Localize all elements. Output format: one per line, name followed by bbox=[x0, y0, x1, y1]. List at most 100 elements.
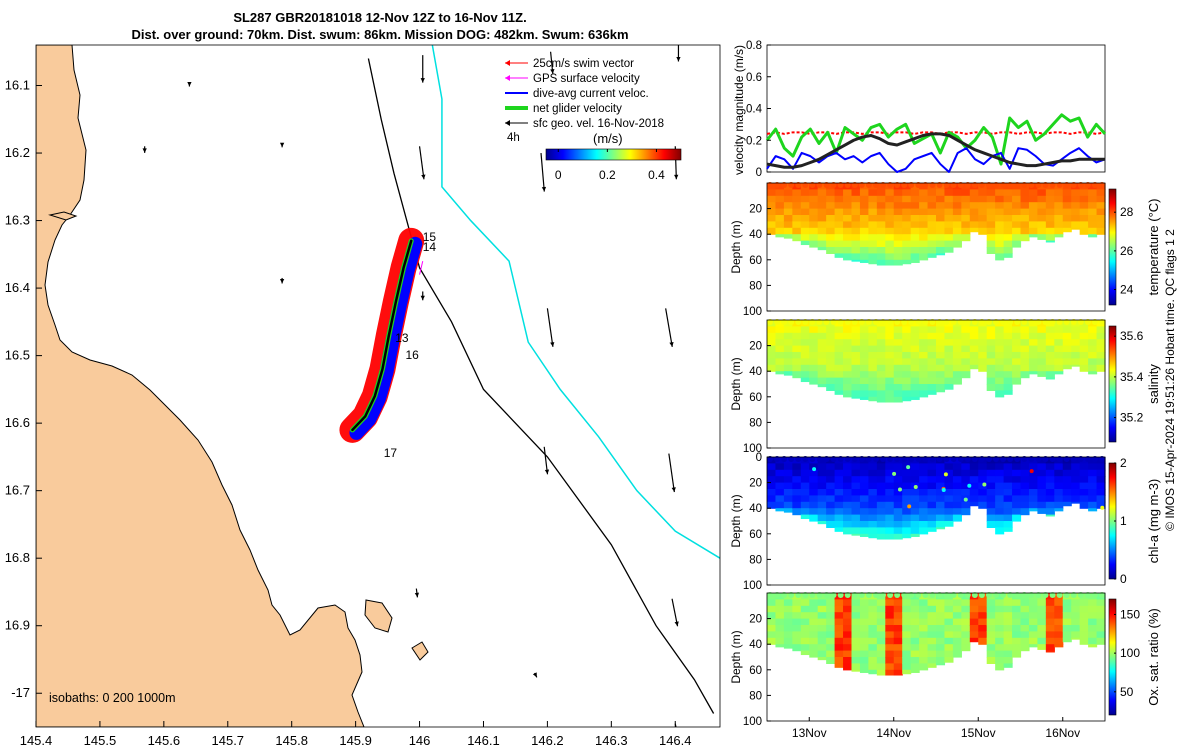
section-cell bbox=[1079, 618, 1089, 626]
profile-top bbox=[767, 592, 773, 598]
section-cell bbox=[1062, 599, 1072, 607]
profile-top bbox=[978, 456, 985, 462]
section-cell bbox=[969, 326, 979, 334]
map-y-tick-label: 16.1 bbox=[5, 78, 30, 93]
section-cell bbox=[800, 508, 810, 516]
profile-top bbox=[865, 456, 872, 462]
map-x-tick-label: 146 bbox=[409, 733, 431, 748]
section-cell bbox=[843, 240, 853, 248]
section-cell bbox=[817, 332, 827, 340]
section-cell bbox=[969, 221, 979, 229]
section-cell bbox=[936, 240, 946, 248]
section-cell bbox=[885, 227, 895, 235]
colorbar-tick-label: 0.2 bbox=[599, 168, 616, 182]
section-cell bbox=[843, 339, 853, 347]
section-cell bbox=[767, 332, 777, 340]
section-cell bbox=[893, 384, 903, 391]
section-cell bbox=[902, 599, 912, 607]
section-cell bbox=[1012, 215, 1022, 222]
section-cell bbox=[876, 195, 886, 203]
profile-top bbox=[858, 319, 865, 325]
section-cell bbox=[1071, 345, 1081, 353]
profile-top bbox=[964, 319, 971, 325]
section-cell bbox=[927, 618, 937, 626]
section-cell bbox=[775, 234, 785, 238]
section-cell bbox=[995, 345, 1005, 353]
section-cell bbox=[885, 508, 895, 516]
section-cell bbox=[910, 259, 920, 263]
section-cell bbox=[1079, 593, 1089, 600]
section-cell bbox=[902, 508, 912, 516]
section-cell bbox=[1020, 618, 1030, 626]
section-cell bbox=[809, 189, 819, 197]
section-cell bbox=[936, 202, 946, 210]
section-cell bbox=[800, 215, 810, 222]
section-cell bbox=[817, 469, 827, 477]
section-cell bbox=[859, 657, 869, 664]
section-cell bbox=[995, 463, 1005, 471]
section-cell bbox=[978, 339, 988, 347]
section-cell bbox=[910, 612, 920, 620]
section-cell bbox=[893, 234, 903, 242]
section-cell bbox=[1020, 227, 1030, 235]
section-cell bbox=[927, 663, 937, 668]
section-cell bbox=[961, 358, 971, 366]
section-cell bbox=[952, 195, 962, 203]
section-cell bbox=[834, 527, 844, 532]
time-x-tick-label: 15Nov bbox=[961, 726, 996, 740]
section-cell bbox=[826, 221, 836, 229]
section-cell bbox=[1020, 644, 1030, 652]
section-cell bbox=[792, 605, 802, 613]
section-cell bbox=[834, 605, 844, 613]
section-cell bbox=[1037, 320, 1047, 327]
section-cell bbox=[817, 339, 827, 347]
section-cell bbox=[952, 221, 962, 229]
section-cell bbox=[995, 189, 1005, 197]
section-cell bbox=[1028, 495, 1038, 503]
legend-net-glider-velocity: net glider velocity bbox=[533, 103, 622, 115]
section-cell bbox=[1096, 625, 1106, 632]
section-cell bbox=[800, 345, 810, 353]
section-cell bbox=[876, 202, 886, 210]
section-cell bbox=[826, 469, 836, 477]
section-cell bbox=[885, 650, 895, 658]
section-cell bbox=[986, 195, 996, 203]
section-cell bbox=[859, 605, 869, 613]
section-cell bbox=[885, 215, 895, 222]
section-cell bbox=[919, 599, 929, 607]
section-cell bbox=[826, 476, 836, 484]
section-cell bbox=[927, 612, 937, 620]
section-cell bbox=[927, 240, 937, 248]
section-cell bbox=[868, 612, 878, 620]
section-cell bbox=[1054, 208, 1064, 216]
section-cell bbox=[1096, 345, 1106, 353]
section-cell bbox=[1003, 618, 1013, 626]
profile-top bbox=[1077, 182, 1084, 188]
speed-colorbar-ticks: 0 0.2 0.4 bbox=[555, 149, 665, 182]
section-cell bbox=[834, 501, 844, 509]
section-cell bbox=[859, 625, 869, 632]
section-cell bbox=[826, 501, 836, 509]
section-cell bbox=[826, 631, 836, 639]
section-cell bbox=[876, 253, 886, 261]
section-cell bbox=[927, 234, 937, 242]
section-cell bbox=[1079, 612, 1089, 620]
section-cell bbox=[910, 371, 920, 379]
section-cell bbox=[1003, 463, 1013, 471]
geo-velocity-arrow bbox=[543, 446, 549, 475]
section-cell bbox=[868, 227, 878, 235]
section-cell bbox=[826, 339, 836, 347]
chl-sample-dot bbox=[943, 472, 948, 477]
section-cell bbox=[826, 514, 836, 522]
map-panel: 145.4 145.5 145.6 145.7 145.8 145.9 146 146.1 14… bbox=[5, 44, 721, 748]
section-cell bbox=[859, 227, 869, 235]
section-cell bbox=[952, 320, 962, 327]
section-cell bbox=[978, 202, 988, 210]
section-cell bbox=[800, 514, 810, 520]
section-cell bbox=[817, 189, 827, 197]
section-cell bbox=[902, 390, 912, 398]
profile-top bbox=[1049, 319, 1056, 325]
section-cell bbox=[817, 476, 827, 484]
section-cell bbox=[792, 345, 802, 353]
section-cell bbox=[1096, 605, 1106, 613]
